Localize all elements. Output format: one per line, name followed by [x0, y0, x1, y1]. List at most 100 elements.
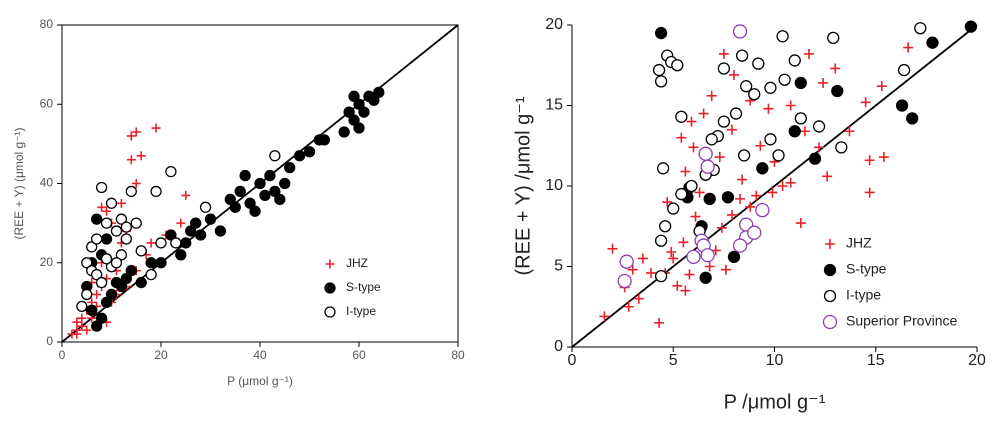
- filled-marker: [180, 237, 192, 249]
- open-marker: [732, 24, 748, 39]
- filled-marker: [105, 288, 118, 301]
- open-marker: [735, 49, 749, 62]
- open-marker: [698, 146, 713, 161]
- plus-marker: [151, 123, 161, 133]
- open-marker: [91, 233, 103, 245]
- filled-marker: [234, 185, 246, 198]
- open-marker: [748, 88, 761, 101]
- x-tick-label: 40: [253, 348, 267, 362]
- plus-marker: [763, 103, 774, 114]
- open-marker: [76, 300, 88, 312]
- x-tick-label: 10: [766, 352, 784, 369]
- plus-marker: [97, 202, 107, 212]
- plus-marker: [680, 285, 691, 296]
- open-marker: [125, 185, 137, 198]
- filled-marker: [284, 161, 296, 174]
- plus-marker: [751, 190, 762, 201]
- open-marker: [675, 187, 688, 201]
- x-tick-label: 0: [59, 348, 66, 362]
- open-marker: [199, 201, 212, 213]
- y-tick-label: 0: [46, 334, 53, 348]
- filled-marker: [91, 320, 103, 332]
- legend-label: I-type: [846, 287, 881, 303]
- plus-marker: [903, 42, 914, 53]
- plus-marker: [72, 317, 82, 327]
- plus-marker: [136, 151, 146, 161]
- filled-marker: [91, 213, 103, 225]
- open-marker: [95, 181, 108, 194]
- open-marker: [86, 241, 98, 253]
- open-marker: [812, 120, 826, 133]
- filled-marker: [165, 229, 177, 241]
- filled-marker: [794, 76, 807, 90]
- open-marker: [155, 237, 167, 249]
- plus-marker: [822, 171, 833, 182]
- x-tick-label: 0: [568, 352, 577, 369]
- filled-marker: [358, 106, 370, 118]
- filled-marker: [214, 225, 227, 237]
- y-tick-label: 0: [554, 338, 563, 355]
- x-tick-label: 60: [352, 348, 366, 362]
- filled-marker: [353, 122, 365, 134]
- filled-marker: [175, 249, 187, 261]
- y-tick-label: 10: [545, 177, 563, 194]
- plus-marker: [876, 81, 887, 92]
- filled-marker: [100, 296, 113, 309]
- y-tick-label: 15: [545, 97, 563, 114]
- open-marker: [135, 245, 147, 257]
- open-marker: [654, 234, 668, 247]
- filled-marker: [115, 280, 128, 293]
- legend-marker: [324, 282, 336, 294]
- open-marker: [794, 112, 807, 125]
- filled-marker: [303, 146, 316, 158]
- open-marker: [110, 225, 123, 237]
- open-marker: [619, 254, 634, 269]
- legend-label: S-type: [846, 261, 887, 277]
- open-marker: [740, 80, 753, 93]
- filled-marker: [338, 126, 350, 138]
- open-marker: [659, 220, 672, 233]
- plus-marker: [82, 325, 92, 335]
- open-marker: [700, 248, 715, 263]
- filled-marker: [244, 197, 256, 209]
- plus-marker: [686, 116, 697, 127]
- open-marker: [788, 54, 801, 67]
- legend-marker: [822, 314, 838, 330]
- filled-marker: [224, 193, 236, 206]
- plus-marker: [146, 238, 156, 248]
- open-marker: [755, 202, 770, 218]
- plus-marker: [726, 124, 737, 135]
- open-marker: [115, 249, 128, 261]
- plus-marker: [745, 201, 756, 212]
- legend-label: JHZ: [346, 256, 368, 270]
- plus-marker: [116, 198, 126, 208]
- plus-marker: [785, 177, 796, 188]
- plus-marker: [799, 126, 810, 137]
- filled-marker: [699, 271, 712, 284]
- plus-marker: [637, 253, 648, 264]
- filled-marker: [204, 213, 217, 225]
- plus-marker: [176, 218, 186, 228]
- open-marker: [105, 197, 118, 209]
- filled-marker: [721, 191, 735, 204]
- open-marker: [95, 276, 108, 289]
- x-axis-label: P (μmol g⁻¹): [227, 374, 293, 388]
- open-marker: [130, 217, 142, 229]
- open-marker: [667, 202, 680, 215]
- open-marker: [747, 225, 762, 240]
- y-tick-label: 40: [40, 176, 54, 190]
- plus-marker: [666, 247, 677, 258]
- filled-marker: [269, 185, 281, 198]
- open-marker: [914, 22, 927, 35]
- filled-marker: [343, 106, 355, 118]
- filled-marker: [100, 233, 113, 245]
- plus-marker: [672, 280, 683, 291]
- filled-marker: [756, 162, 769, 175]
- plus-marker: [803, 48, 814, 59]
- filled-marker: [353, 98, 365, 110]
- filled-marker: [831, 84, 844, 98]
- open-marker: [110, 257, 123, 269]
- filled-marker: [155, 257, 167, 269]
- filled-marker: [120, 272, 132, 285]
